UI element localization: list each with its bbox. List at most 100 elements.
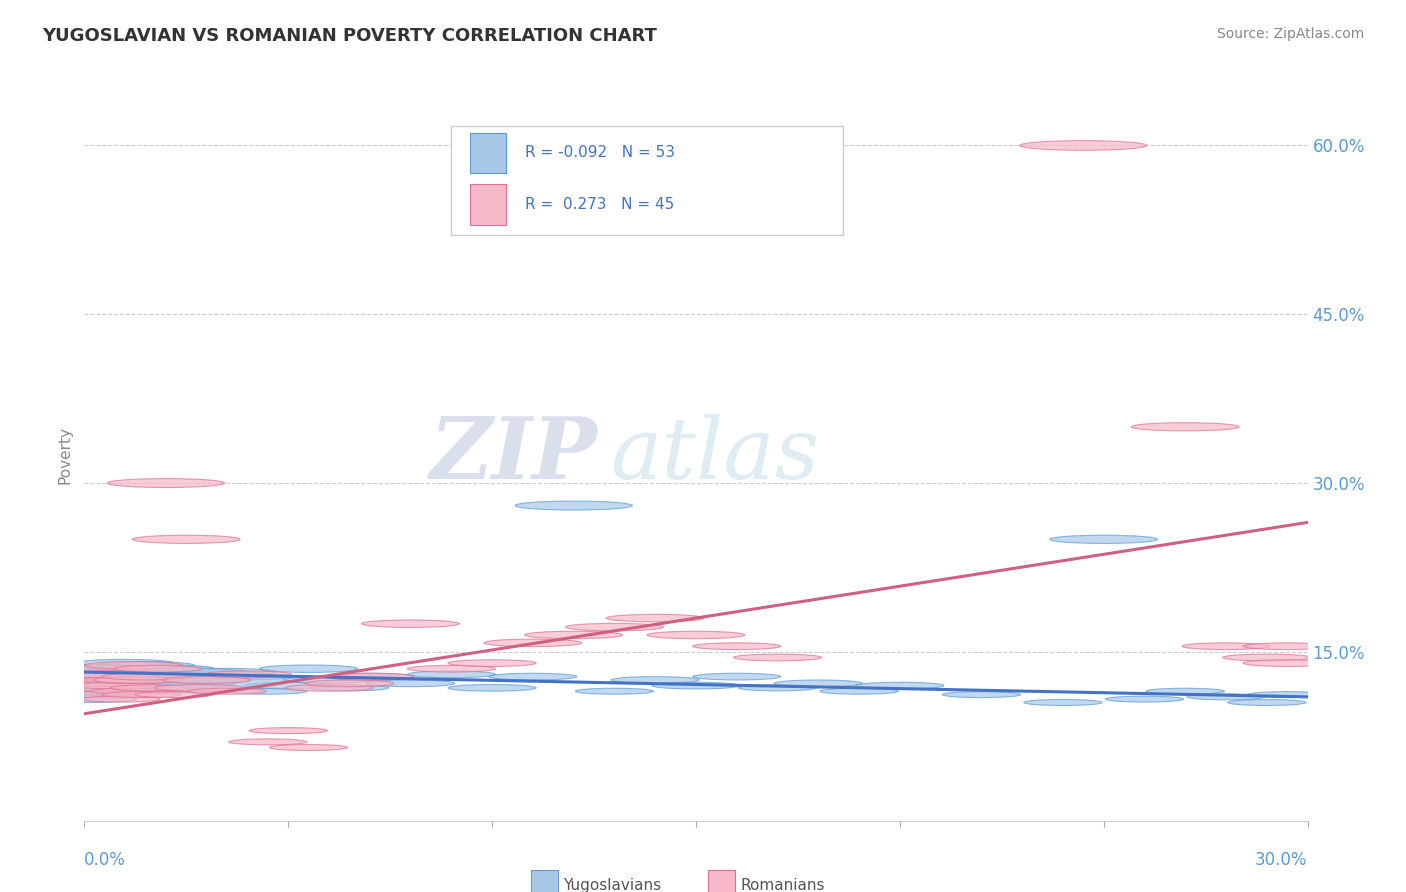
Ellipse shape [103,691,180,698]
Text: ZIP: ZIP [430,413,598,497]
Ellipse shape [1146,689,1225,694]
Ellipse shape [245,682,332,689]
Ellipse shape [408,671,495,678]
Ellipse shape [1050,535,1157,543]
Ellipse shape [229,739,307,745]
FancyBboxPatch shape [470,133,506,173]
Ellipse shape [326,673,413,680]
Ellipse shape [449,660,536,666]
Ellipse shape [249,728,328,733]
Ellipse shape [565,624,664,631]
Text: 30.0%: 30.0% [1256,851,1308,869]
Ellipse shape [229,689,307,694]
Ellipse shape [163,677,250,683]
Ellipse shape [132,535,240,543]
Text: 0.0%: 0.0% [84,851,127,869]
Ellipse shape [93,677,181,683]
Ellipse shape [98,689,177,694]
Ellipse shape [90,689,169,694]
Text: Yugoslavians: Yugoslavians [562,878,661,892]
Ellipse shape [204,673,291,680]
Ellipse shape [361,620,460,627]
Ellipse shape [270,745,347,750]
Ellipse shape [1227,699,1306,706]
Ellipse shape [856,682,943,689]
Ellipse shape [4,667,180,681]
Ellipse shape [114,673,202,680]
Text: YUGOSLAVIAN VS ROMANIAN POVERTY CORRELATION CHART: YUGOSLAVIAN VS ROMANIAN POVERTY CORRELAT… [42,27,657,45]
Ellipse shape [484,639,582,647]
Ellipse shape [73,684,162,691]
Ellipse shape [52,684,141,691]
Ellipse shape [524,632,623,639]
Ellipse shape [260,665,357,673]
Ellipse shape [693,673,780,680]
Ellipse shape [738,685,817,690]
Ellipse shape [101,673,190,680]
Ellipse shape [1187,694,1265,700]
Ellipse shape [82,696,160,702]
Ellipse shape [107,479,225,488]
Ellipse shape [155,684,243,691]
Ellipse shape [1249,691,1326,698]
Ellipse shape [188,689,266,694]
Ellipse shape [20,669,157,680]
Ellipse shape [155,671,243,678]
Ellipse shape [86,680,173,687]
Ellipse shape [575,689,654,694]
Ellipse shape [65,691,153,698]
Ellipse shape [138,680,235,687]
Ellipse shape [606,615,704,622]
Ellipse shape [367,680,454,687]
Text: R =  0.273   N = 45: R = 0.273 N = 45 [524,197,673,212]
Ellipse shape [111,682,188,689]
Ellipse shape [942,691,1021,698]
Ellipse shape [285,677,373,683]
Ellipse shape [38,687,155,696]
Ellipse shape [179,668,276,676]
Ellipse shape [515,501,633,510]
Ellipse shape [55,665,163,673]
Text: R = -0.092   N = 53: R = -0.092 N = 53 [524,145,675,161]
Ellipse shape [408,665,495,672]
Ellipse shape [82,677,169,683]
Ellipse shape [0,665,284,695]
FancyBboxPatch shape [709,871,735,892]
Ellipse shape [60,680,149,687]
Ellipse shape [204,671,291,678]
Ellipse shape [65,671,162,678]
Ellipse shape [114,665,202,672]
Ellipse shape [52,676,149,683]
Ellipse shape [129,684,218,691]
Ellipse shape [84,662,183,669]
Ellipse shape [80,670,187,679]
Ellipse shape [449,684,536,691]
Ellipse shape [97,662,194,669]
Ellipse shape [612,677,699,683]
Ellipse shape [1019,141,1147,151]
Ellipse shape [117,665,215,673]
Text: atlas: atlas [610,414,820,496]
Ellipse shape [1182,643,1270,649]
Ellipse shape [60,682,149,689]
Ellipse shape [1024,699,1102,706]
Ellipse shape [65,673,162,681]
Ellipse shape [135,691,214,698]
Ellipse shape [163,677,250,683]
Ellipse shape [326,673,413,680]
Ellipse shape [1223,654,1310,661]
Text: Romanians: Romanians [740,878,824,892]
FancyBboxPatch shape [531,871,558,892]
Ellipse shape [693,643,780,649]
Y-axis label: Poverty: Poverty [58,425,73,484]
Ellipse shape [44,673,142,681]
Ellipse shape [76,659,174,667]
Ellipse shape [1243,643,1331,649]
Ellipse shape [820,689,898,694]
Ellipse shape [48,696,136,703]
Ellipse shape [97,677,186,683]
FancyBboxPatch shape [451,126,842,235]
Text: Source: ZipAtlas.com: Source: ZipAtlas.com [1216,27,1364,41]
Ellipse shape [311,685,388,690]
Ellipse shape [647,632,745,639]
